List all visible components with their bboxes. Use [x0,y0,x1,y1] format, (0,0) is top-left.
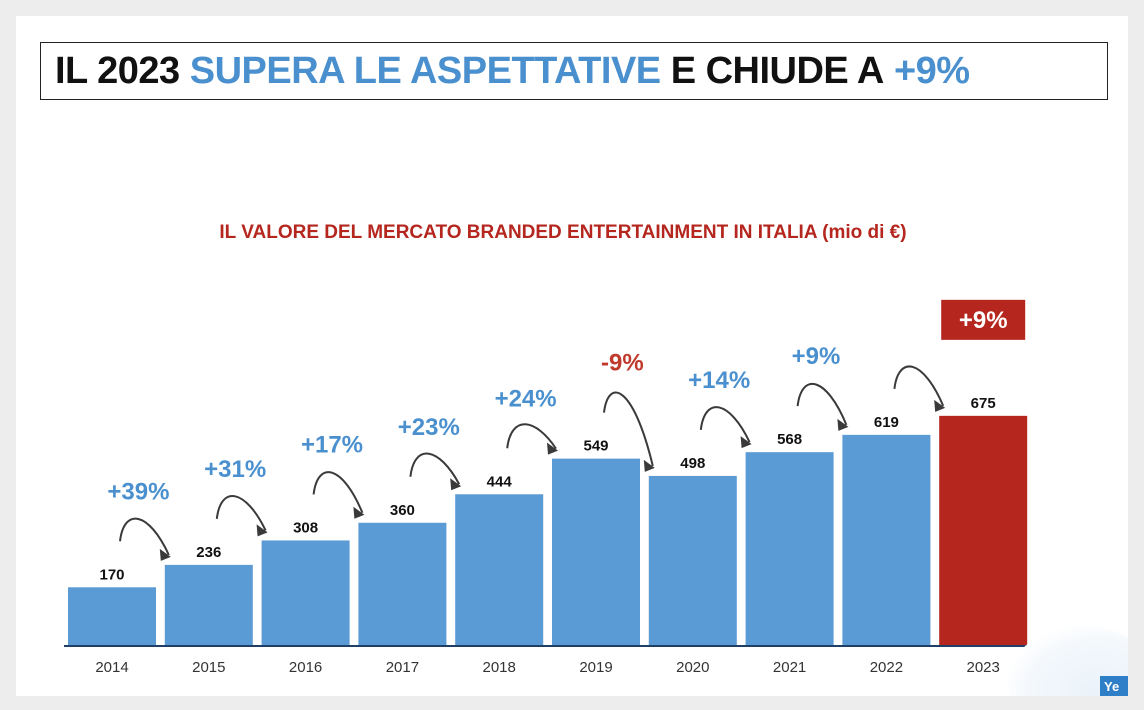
bar-2016 [261,540,350,645]
growth-arrowhead-2022 [837,418,849,431]
bar-2022 [842,434,931,645]
headline-part-4: +9% [893,49,970,92]
x-tick-label-2014: 2014 [95,659,128,676]
headline-part-1: IL 2023 [55,49,180,92]
growth-arrow-2019 [506,423,557,450]
value-label-2022: 619 [874,414,899,431]
x-tick-label-2018: 2018 [483,659,516,676]
growth-arrow-2017 [312,471,364,514]
growth-arrowhead-2021 [740,436,752,449]
corner-badge: Ye [1100,676,1128,696]
growth-label-2019: +24% [495,385,557,412]
growth-arrow-2020 [603,391,654,467]
value-label-2018: 444 [487,473,513,490]
chart-title: IL VALORE DEL MERCATO BRANDED ENTERTAINM… [219,222,906,243]
bars-layer [68,415,1028,645]
value-label-2020: 498 [680,455,705,472]
value-label-2014: 170 [99,566,124,583]
slide: IL 2023 SUPERA LE ASPETTATIVE E CHIUDE A… [16,16,1128,696]
growth-arrow-2018 [409,452,461,485]
growth-arrowhead-2016 [256,524,268,537]
x-tick-label-2017: 2017 [386,659,419,676]
market-value-bar-chart: IL VALORE DEL MERCATO BRANDED ENTERTAINM… [64,222,1032,676]
x-tick-label-2022: 2022 [870,659,903,676]
bar-2021 [745,452,834,645]
value-label-2015: 236 [196,544,221,561]
headline-part-3: E CHIUDE A [670,49,885,92]
bar-2017 [358,522,447,645]
labels-layer: 170 2014 236 2015 308 2016 360 2017 444 2018 549 20… [95,299,1026,676]
x-tick-label-2016: 2016 [289,659,322,676]
growth-arrows-layer [119,365,946,561]
growth-label-2018: +23% [398,414,460,441]
slide-headline: IL 2023 SUPERA LE ASPETTATIVE E CHIUDE A… [40,42,1108,100]
value-label-2023: 675 [971,395,996,412]
bar-2019 [552,458,640,645]
growth-arrowhead-2017 [353,506,365,519]
x-tick-label-2023: 2023 [967,659,1000,676]
bar-2018 [455,494,544,645]
bar-2020 [648,475,737,645]
growth-arrowhead-2020 [643,459,655,472]
x-tick-label-2015: 2015 [192,659,225,676]
growth-label-2022: +9% [792,343,841,370]
growth-label-2020: -9% [601,350,644,377]
growth-label-2017: +17% [301,431,363,458]
x-tick-label-2019: 2019 [579,659,612,676]
growth-label-2015: +39% [107,478,169,505]
growth-label-2021: +14% [688,367,750,394]
growth-arrow-2015 [119,517,170,556]
growth-arrowhead-2019 [547,442,558,455]
growth-arrow-2022 [796,382,848,426]
growth-arrowhead-2023 [934,399,946,412]
growth-arrow-2021 [699,406,751,443]
growth-arrowhead-2018 [450,478,462,491]
x-tick-label-2021: 2021 [773,659,806,676]
x-tick-label-2020: 2020 [676,659,709,676]
bar-2015 [164,564,253,645]
headline-part-2: SUPERA LE ASPETTATIVE [189,49,661,92]
growth-label-2016: +31% [204,456,266,483]
bar-2014 [68,587,156,645]
value-label-2017: 360 [390,502,415,519]
growth-arrowhead-2015 [159,548,171,561]
value-label-2019: 549 [583,438,608,455]
highlight-growth-box [941,299,1026,340]
growth-arrow-2016 [215,495,267,531]
growth-label-2023: +9% [959,307,1008,334]
bar-2023 [939,415,1028,645]
growth-arrow-2023 [893,365,945,407]
value-label-2021: 568 [777,431,802,448]
value-label-2016: 308 [293,519,318,536]
